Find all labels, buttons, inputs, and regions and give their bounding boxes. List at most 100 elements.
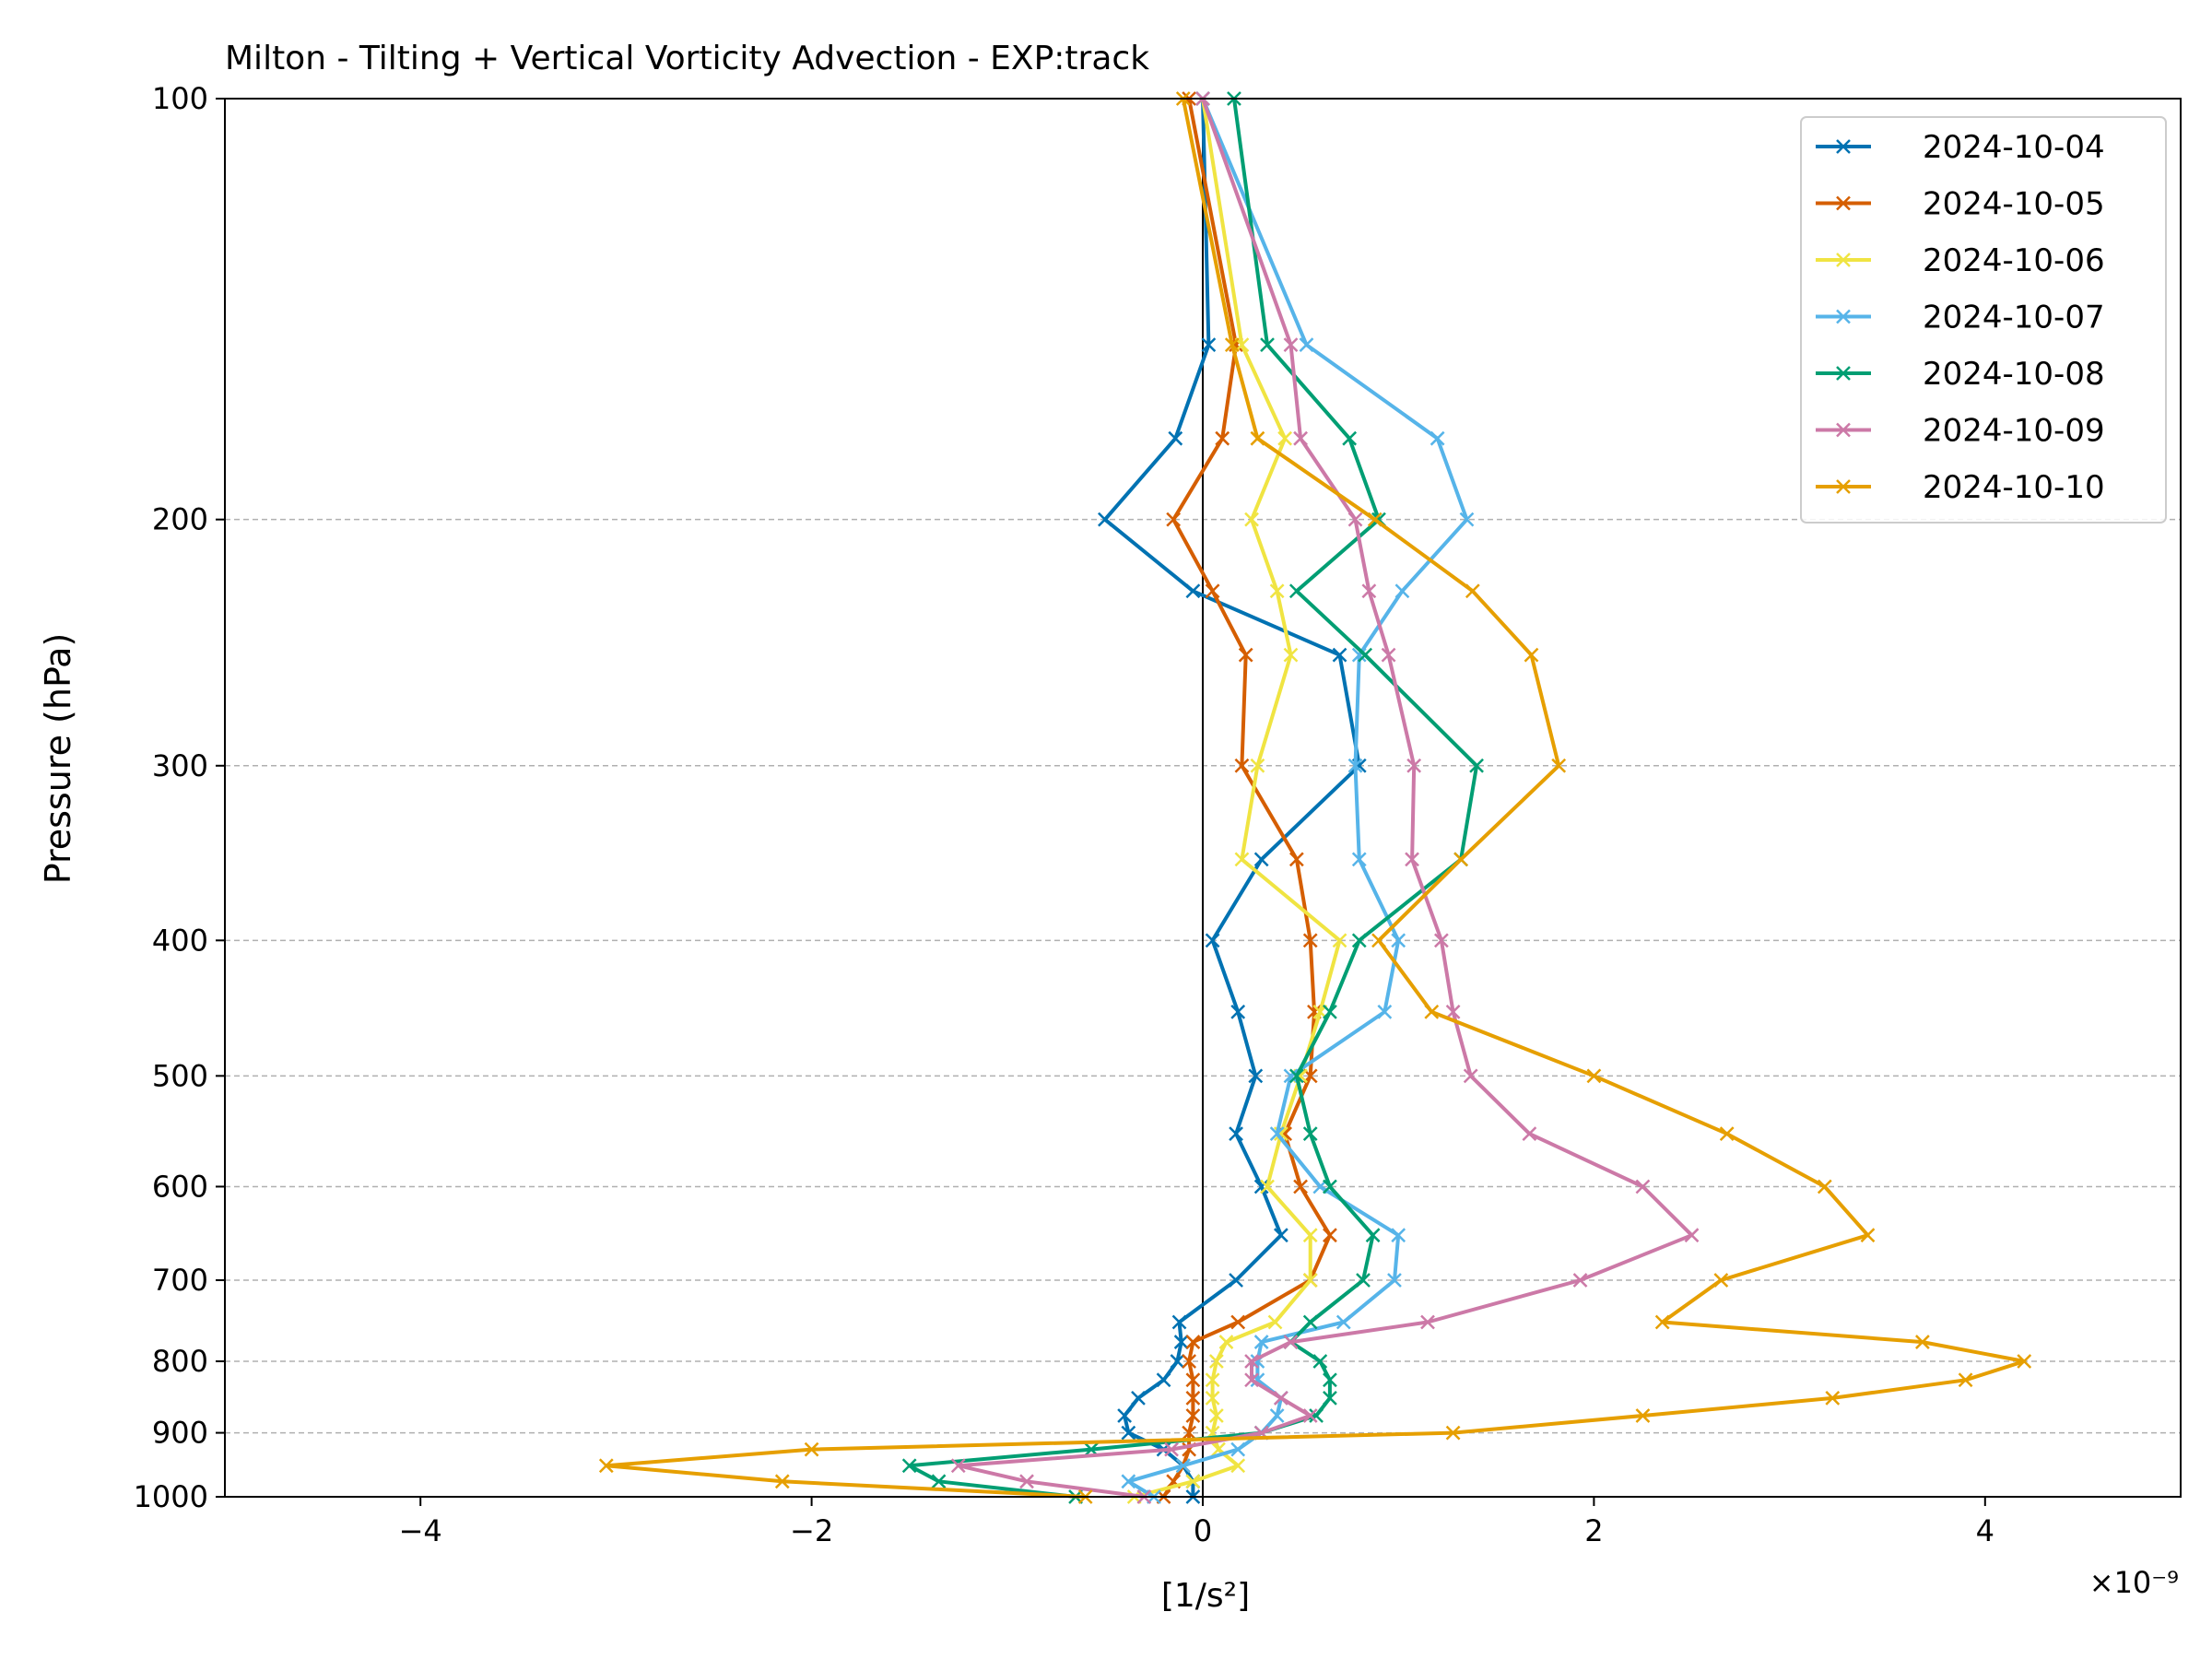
data-point bbox=[1445, 1005, 1461, 1019]
legend-label: 2024-10-07 bbox=[1923, 300, 2105, 336]
y-tick-label: 900 bbox=[152, 1416, 208, 1451]
data-point bbox=[1524, 647, 1539, 663]
y-tick-label: 600 bbox=[152, 1169, 208, 1204]
data-point bbox=[1166, 512, 1182, 527]
data-point bbox=[1182, 1425, 1197, 1441]
data-point bbox=[1817, 1179, 1832, 1194]
data-point bbox=[1915, 1335, 1930, 1349]
data-point bbox=[1469, 758, 1484, 773]
legend-swatch-marker bbox=[1836, 479, 1851, 494]
data-point bbox=[1465, 583, 1480, 599]
data-point bbox=[1230, 1441, 1246, 1457]
data-point bbox=[1175, 1458, 1191, 1474]
data-point bbox=[1185, 1474, 1201, 1489]
data-point bbox=[1185, 1335, 1201, 1349]
chart-title: Milton - Tilting + Vertical Vorticity Ad… bbox=[225, 40, 1149, 77]
data-point bbox=[1131, 1391, 1146, 1406]
legend-label: 2024-10-09 bbox=[1923, 413, 2105, 450]
legend-entry: 2024-10-08 bbox=[1816, 356, 2105, 393]
series-2024-10-09 bbox=[950, 91, 1700, 1504]
data-point bbox=[1351, 647, 1367, 663]
y-tick-label: 100 bbox=[152, 81, 208, 116]
legend-entry: 2024-10-07 bbox=[1816, 300, 2105, 336]
data-point bbox=[1253, 852, 1269, 867]
data-point bbox=[1269, 583, 1285, 599]
data-point bbox=[1293, 1179, 1308, 1194]
data-point bbox=[1185, 1372, 1201, 1388]
data-point bbox=[1323, 1179, 1337, 1194]
data-point bbox=[1205, 933, 1220, 948]
y-tick-label: 800 bbox=[152, 1344, 208, 1379]
data-point bbox=[804, 1441, 819, 1457]
data-point bbox=[1185, 1391, 1201, 1406]
data-point bbox=[1170, 1354, 1185, 1369]
data-point bbox=[1635, 1408, 1651, 1423]
data-point bbox=[1586, 1068, 1602, 1084]
data-point bbox=[1019, 1474, 1034, 1489]
data-point bbox=[1302, 1408, 1318, 1423]
x-tick-label: −2 bbox=[790, 1513, 833, 1548]
data-point bbox=[1713, 1273, 1729, 1288]
legend-label: 2024-10-06 bbox=[1923, 242, 2105, 279]
data-point bbox=[1332, 647, 1347, 663]
data-point bbox=[1463, 1068, 1478, 1084]
axis-ticks: −4 −2 0 2 4 100 200 300 400 500 600 700 800 900 1000 bbox=[134, 81, 1994, 1548]
legend-entry: 2024-10-09 bbox=[1816, 413, 2105, 450]
data-point bbox=[1381, 647, 1396, 663]
data-point bbox=[1358, 647, 1373, 663]
data-point bbox=[1405, 852, 1419, 867]
data-point bbox=[1185, 583, 1201, 599]
data-point bbox=[1430, 430, 1445, 446]
data-point bbox=[1433, 933, 1449, 948]
data-point bbox=[950, 1458, 966, 1474]
x-tick-label: −4 bbox=[399, 1513, 442, 1548]
data-point bbox=[1323, 1372, 1337, 1388]
data-point bbox=[1391, 933, 1406, 948]
data-point bbox=[1391, 1228, 1406, 1243]
data-point bbox=[1356, 1273, 1371, 1288]
x-tick-label: 4 bbox=[1976, 1513, 1994, 1548]
data-point bbox=[1323, 1228, 1337, 1243]
data-point bbox=[1201, 337, 1217, 353]
data-point bbox=[1156, 1372, 1171, 1388]
legend-swatch-marker bbox=[1836, 139, 1851, 154]
data-point bbox=[1302, 1273, 1318, 1288]
data-point bbox=[1234, 758, 1250, 773]
data-point bbox=[1293, 430, 1308, 446]
data-point bbox=[1269, 1126, 1285, 1142]
data-point bbox=[1230, 1005, 1246, 1019]
data-point bbox=[1205, 583, 1220, 599]
data-point bbox=[1332, 933, 1347, 948]
data-point bbox=[1323, 1391, 1337, 1406]
legend-entry: 2024-10-06 bbox=[1816, 242, 2105, 279]
data-point bbox=[1208, 1408, 1224, 1423]
data-point bbox=[1117, 1408, 1133, 1423]
data-point bbox=[1684, 1228, 1700, 1243]
series-line bbox=[1134, 98, 1342, 1499]
data-point bbox=[1860, 1228, 1876, 1243]
data-point bbox=[1182, 1354, 1197, 1369]
data-point bbox=[1269, 1408, 1285, 1423]
data-point bbox=[1185, 1408, 1201, 1423]
data-point bbox=[1302, 933, 1318, 948]
data-point bbox=[1347, 758, 1363, 773]
legend-entry: 2024-10-05 bbox=[1816, 186, 2105, 223]
series-line bbox=[956, 98, 1694, 1499]
data-point bbox=[1825, 1391, 1841, 1406]
data-point bbox=[1299, 337, 1314, 353]
data-point bbox=[1635, 1179, 1651, 1194]
data-point bbox=[1406, 758, 1422, 773]
x-tick-label: 2 bbox=[1584, 1513, 1603, 1548]
data-point bbox=[1218, 1335, 1234, 1349]
legend-swatch-marker bbox=[1836, 422, 1851, 438]
data-point bbox=[1121, 1474, 1136, 1489]
data-point bbox=[1173, 1335, 1189, 1349]
legend-swatch-marker bbox=[1836, 309, 1851, 324]
data-point bbox=[1273, 1391, 1288, 1406]
legend-label: 2024-10-08 bbox=[1923, 356, 2105, 393]
data-point bbox=[931, 1474, 947, 1489]
data-point bbox=[1244, 512, 1259, 527]
data-point bbox=[1958, 1372, 1973, 1388]
data-point bbox=[1459, 512, 1475, 527]
data-point bbox=[1377, 1005, 1393, 1019]
